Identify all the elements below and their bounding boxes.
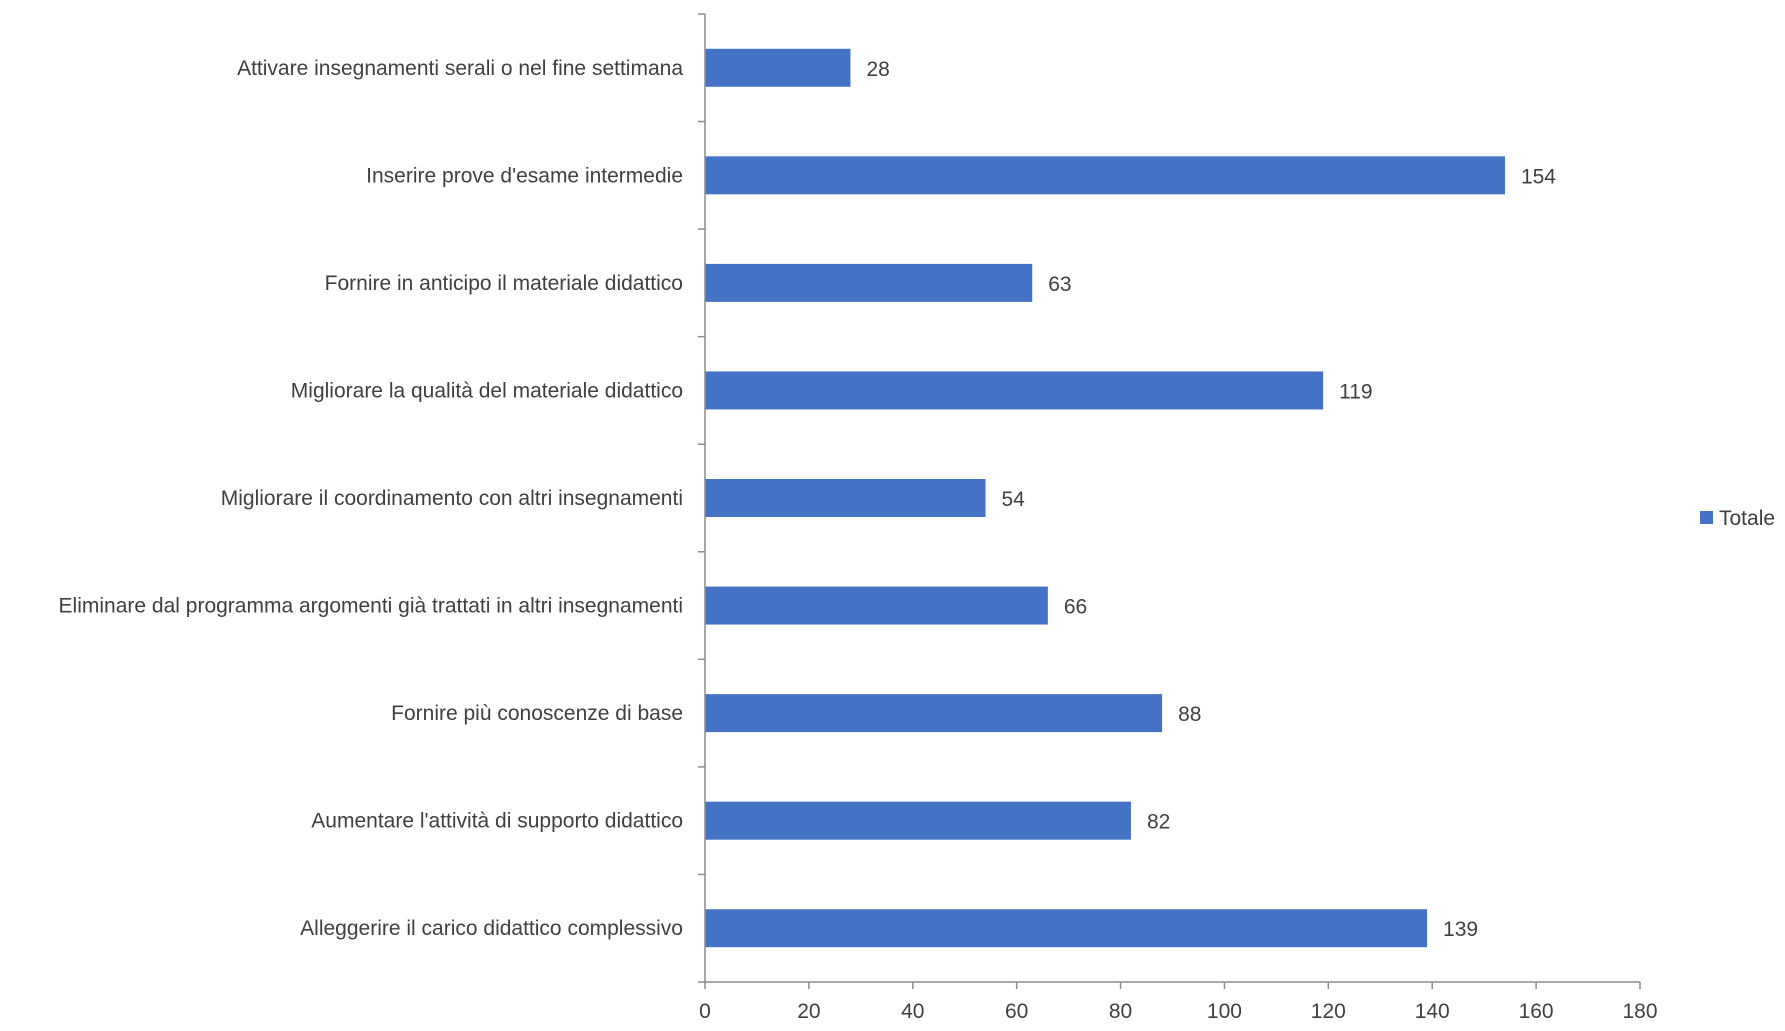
x-tick-label: 80 (1109, 1000, 1132, 1023)
data-label: 119 (1339, 380, 1372, 403)
bar (705, 586, 1048, 625)
x-tick-label: 60 (1005, 1000, 1028, 1023)
category-label: Eliminare dal programma argomenti già tr… (59, 595, 683, 618)
data-label: 63 (1048, 273, 1071, 296)
bar (705, 479, 986, 517)
data-label: 54 (1002, 488, 1026, 511)
bar (705, 156, 1505, 195)
bar (705, 909, 1428, 948)
bar (705, 48, 851, 87)
category-label: Fornire più conoscenze di base (391, 702, 683, 725)
x-tick-label: 100 (1207, 1000, 1242, 1023)
bar (705, 801, 1131, 840)
bar (705, 371, 1324, 410)
data-label: 154 (1521, 165, 1556, 188)
axes-layer (698, 13, 1641, 989)
data-label: 66 (1064, 596, 1087, 619)
x-tick-label: 180 (1622, 1000, 1657, 1023)
x-tick-label: 140 (1415, 1000, 1450, 1023)
x-tick-label: 20 (797, 1000, 820, 1023)
x-tick-label: 0 (699, 1000, 711, 1023)
data-label: 82 (1147, 811, 1170, 834)
category-label: Alleggerire il carico didattico compless… (300, 917, 683, 940)
category-label: Migliorare il coordinamento con altri in… (221, 487, 683, 510)
x-tick-label: 160 (1519, 1000, 1554, 1023)
category-label: Inserire prove d'esame intermedie (366, 164, 683, 187)
data-label: 28 (866, 58, 889, 81)
data-label: 139 (1443, 918, 1478, 941)
bar (705, 694, 1163, 733)
x-tick-label: 40 (901, 1000, 924, 1023)
category-label: Aumentare l'attività di supporto didatti… (311, 810, 683, 833)
legend-swatch (1700, 511, 1713, 524)
bars-layer (705, 48, 1505, 948)
category-label: Attivare insegnamenti serali o nel fine … (237, 57, 683, 80)
category-label: Fornire in anticipo il materiale didatti… (325, 272, 683, 295)
category-label: Migliorare la qualità del materiale dida… (291, 379, 683, 402)
legend-label: Totale (1719, 507, 1775, 530)
x-tick-label: 120 (1311, 1000, 1346, 1023)
bar (705, 263, 1033, 302)
legend: Totale (1700, 507, 1775, 530)
data-label: 88 (1178, 703, 1201, 726)
labels-layer: Attivare insegnamenti serali o nel fine … (59, 57, 1658, 1023)
